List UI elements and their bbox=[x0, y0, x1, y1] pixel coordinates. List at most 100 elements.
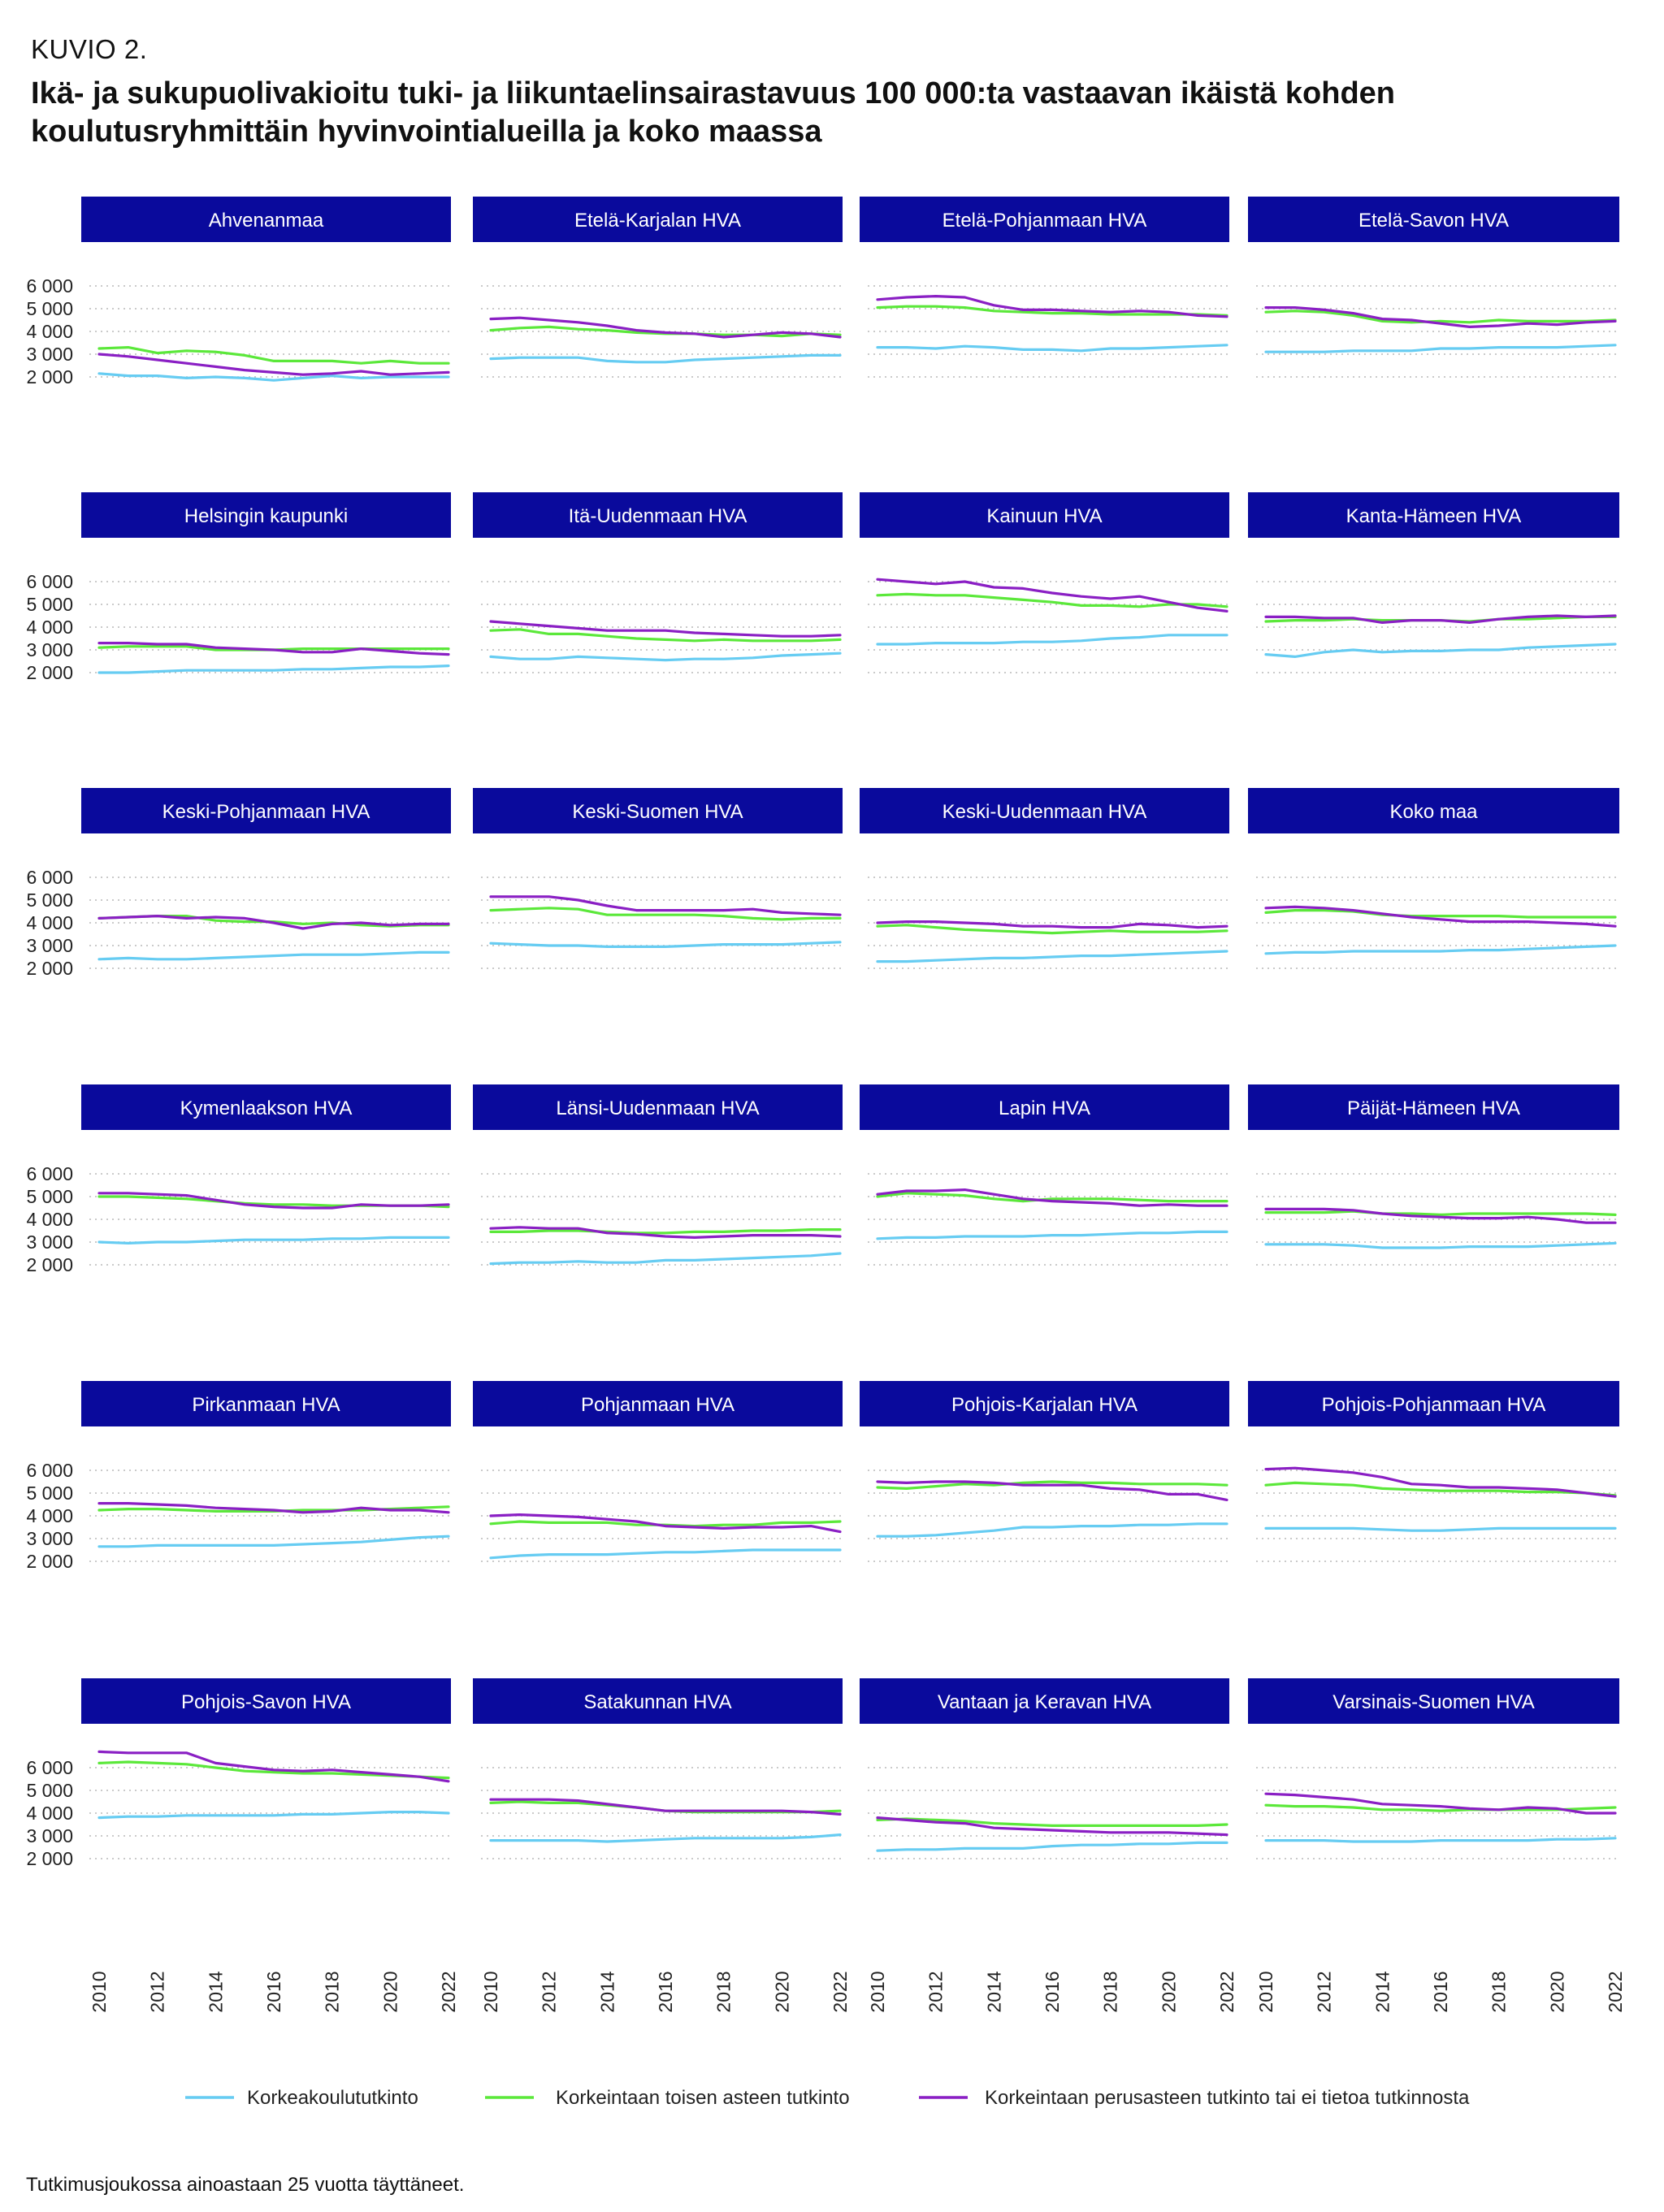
series-line-perusaste bbox=[1264, 1207, 1617, 1224]
y-tick-label: 2 000 bbox=[26, 1254, 73, 1275]
series-line-perusaste bbox=[489, 895, 842, 916]
x-tick-label: 2014 bbox=[1372, 1971, 1393, 2012]
panel-header bbox=[1248, 492, 1619, 538]
x-tick-label: 2014 bbox=[596, 1971, 618, 2012]
x-tick-label: 2018 bbox=[1100, 1971, 1121, 2012]
x-tick-label: 2014 bbox=[205, 1971, 226, 2012]
x-tick-label: 2010 bbox=[1255, 1971, 1276, 2012]
panel-header bbox=[860, 1678, 1229, 1724]
series-line-perusaste bbox=[1264, 905, 1617, 928]
panel-title: Pohjois-Karjalan HVA bbox=[951, 1394, 1138, 1416]
panel-pohjois-pohjanmaan-hva: Pohjois-Pohjanmaan HVA bbox=[1248, 1381, 1619, 1562]
x-tick-label: 2022 bbox=[1605, 1971, 1626, 2012]
panel-title: Varsinais-Suomen HVA bbox=[1332, 1691, 1535, 1713]
legend-label: Korkeintaan toisen asteen tutkinto bbox=[556, 2087, 850, 2109]
panel-title: Helsingin kaupunki bbox=[184, 505, 348, 527]
x-tick-label: 2010 bbox=[89, 1971, 110, 2012]
y-tick-label: 6 000 bbox=[26, 1757, 73, 1778]
panel-title: Keski-Pohjanmaan HVA bbox=[162, 801, 370, 823]
panel-header bbox=[860, 788, 1229, 833]
series-line-toinen_aste bbox=[1264, 1481, 1617, 1497]
series-line-toinen_aste bbox=[489, 907, 842, 921]
panel-header bbox=[860, 492, 1229, 538]
y-tick-label: 5 000 bbox=[26, 1483, 73, 1504]
x-tick-label: 2010 bbox=[480, 1971, 501, 2012]
panel-title: Kymenlaakson HVA bbox=[180, 1097, 353, 1119]
series-line-korkeakoulu bbox=[98, 950, 450, 961]
panel-header bbox=[81, 1381, 451, 1426]
panel-etelä-karjalan-hva: Etelä-Karjalan HVA bbox=[473, 197, 843, 378]
figure-title: Ikä- ja sukupuolivakioitu tuki- ja liiku… bbox=[31, 76, 1395, 149]
panel-title: Pohjois-Pohjanmaan HVA bbox=[1322, 1394, 1546, 1416]
panel-title: Etelä-Savon HVA bbox=[1358, 210, 1509, 232]
y-tick-label: 4 000 bbox=[26, 912, 73, 933]
panel-etelä-savon-hva: Etelä-Savon HVA bbox=[1248, 197, 1619, 378]
series-line-korkeakoulu bbox=[98, 1236, 450, 1245]
series-line-korkeakoulu bbox=[489, 651, 842, 662]
y-tick-label: 2 000 bbox=[26, 366, 73, 387]
panel-title: Lapin HVA bbox=[999, 1097, 1090, 1119]
y-tick-label: 2 000 bbox=[26, 1551, 73, 1572]
series-line-korkeakoulu bbox=[489, 1252, 842, 1266]
series-line-perusaste bbox=[1264, 1792, 1617, 1815]
panel-header bbox=[860, 1084, 1229, 1130]
series-line-perusaste bbox=[876, 920, 1228, 929]
series-line-toinen_aste bbox=[1264, 1210, 1617, 1217]
panel-title: Kanta-Hämeen HVA bbox=[1346, 505, 1522, 527]
panel-header bbox=[860, 197, 1229, 242]
panel-header bbox=[473, 1084, 843, 1130]
footnote: Tutkimusjoukossa ainoastaan 25 vuotta tä… bbox=[26, 2174, 465, 2196]
x-tick-label: 2016 bbox=[1042, 1971, 1063, 2012]
y-tick-label: 6 000 bbox=[26, 571, 73, 592]
y-tick-label: 2 000 bbox=[26, 958, 73, 979]
y-tick-label: 3 000 bbox=[26, 344, 73, 365]
series-line-perusaste bbox=[1264, 306, 1617, 328]
x-tick-label: 2016 bbox=[655, 1971, 676, 2012]
y-tick-label: 5 000 bbox=[26, 1186, 73, 1207]
y-tick-label: 5 000 bbox=[26, 890, 73, 911]
series-line-korkeakoulu bbox=[1264, 1241, 1617, 1249]
panel-varsinais-suomen-hva: Varsinais-Suomen HVA 2010 2012 2014 2016 2018… bbox=[1248, 1678, 1626, 2013]
x-tick-label: 2014 bbox=[983, 1971, 1004, 2012]
series-line-korkeakoulu bbox=[98, 1535, 450, 1548]
series-line-toinen_aste bbox=[876, 1192, 1228, 1203]
y-tick-label: 4 000 bbox=[26, 617, 73, 638]
y-tick-label: 5 000 bbox=[26, 1780, 73, 1801]
panel-header bbox=[81, 1084, 451, 1130]
series-line-korkeakoulu bbox=[489, 941, 842, 949]
series-line-korkeakoulu bbox=[876, 1230, 1228, 1240]
series-line-toinen_aste bbox=[489, 1227, 842, 1235]
panel-header bbox=[81, 788, 451, 833]
series-line-toinen_aste bbox=[876, 1817, 1228, 1827]
series-line-toinen_aste bbox=[1264, 310, 1617, 324]
x-tick-label: 2022 bbox=[830, 1971, 851, 2012]
panel-title: Pohjois-Savon HVA bbox=[181, 1691, 351, 1713]
panel-title: Itä-Uudenmaan HVA bbox=[569, 505, 748, 527]
series-line-perusaste bbox=[98, 641, 450, 656]
panel-header bbox=[81, 197, 451, 242]
series-line-korkeakoulu bbox=[876, 1522, 1228, 1538]
panel-keski-suomen-hva: Keski-Suomen HVA bbox=[473, 788, 843, 969]
y-tick-label: 6 000 bbox=[26, 275, 73, 297]
series-line-korkeakoulu bbox=[1264, 944, 1617, 955]
series-line-toinen_aste bbox=[876, 924, 1228, 935]
series-line-toinen_aste bbox=[876, 592, 1228, 608]
series-line-korkeakoulu bbox=[1264, 1526, 1617, 1532]
legend-label: Korkeakoulututkinto bbox=[247, 2087, 418, 2109]
series-line-perusaste bbox=[876, 1480, 1228, 1502]
panel-header bbox=[473, 197, 843, 242]
panel-title: Ahvenanmaa bbox=[209, 210, 324, 232]
y-tick-label: 2 000 bbox=[26, 1848, 73, 1869]
x-tick-label: 2020 bbox=[771, 1971, 792, 2012]
x-tick-label: 2018 bbox=[1488, 1971, 1510, 2012]
x-tick-label: 2010 bbox=[867, 1971, 888, 2012]
series-line-perusaste bbox=[98, 1750, 450, 1783]
panel-title: Keski-Suomen HVA bbox=[572, 801, 743, 823]
series-line-perusaste bbox=[489, 316, 842, 339]
series-line-perusaste bbox=[876, 1188, 1228, 1207]
